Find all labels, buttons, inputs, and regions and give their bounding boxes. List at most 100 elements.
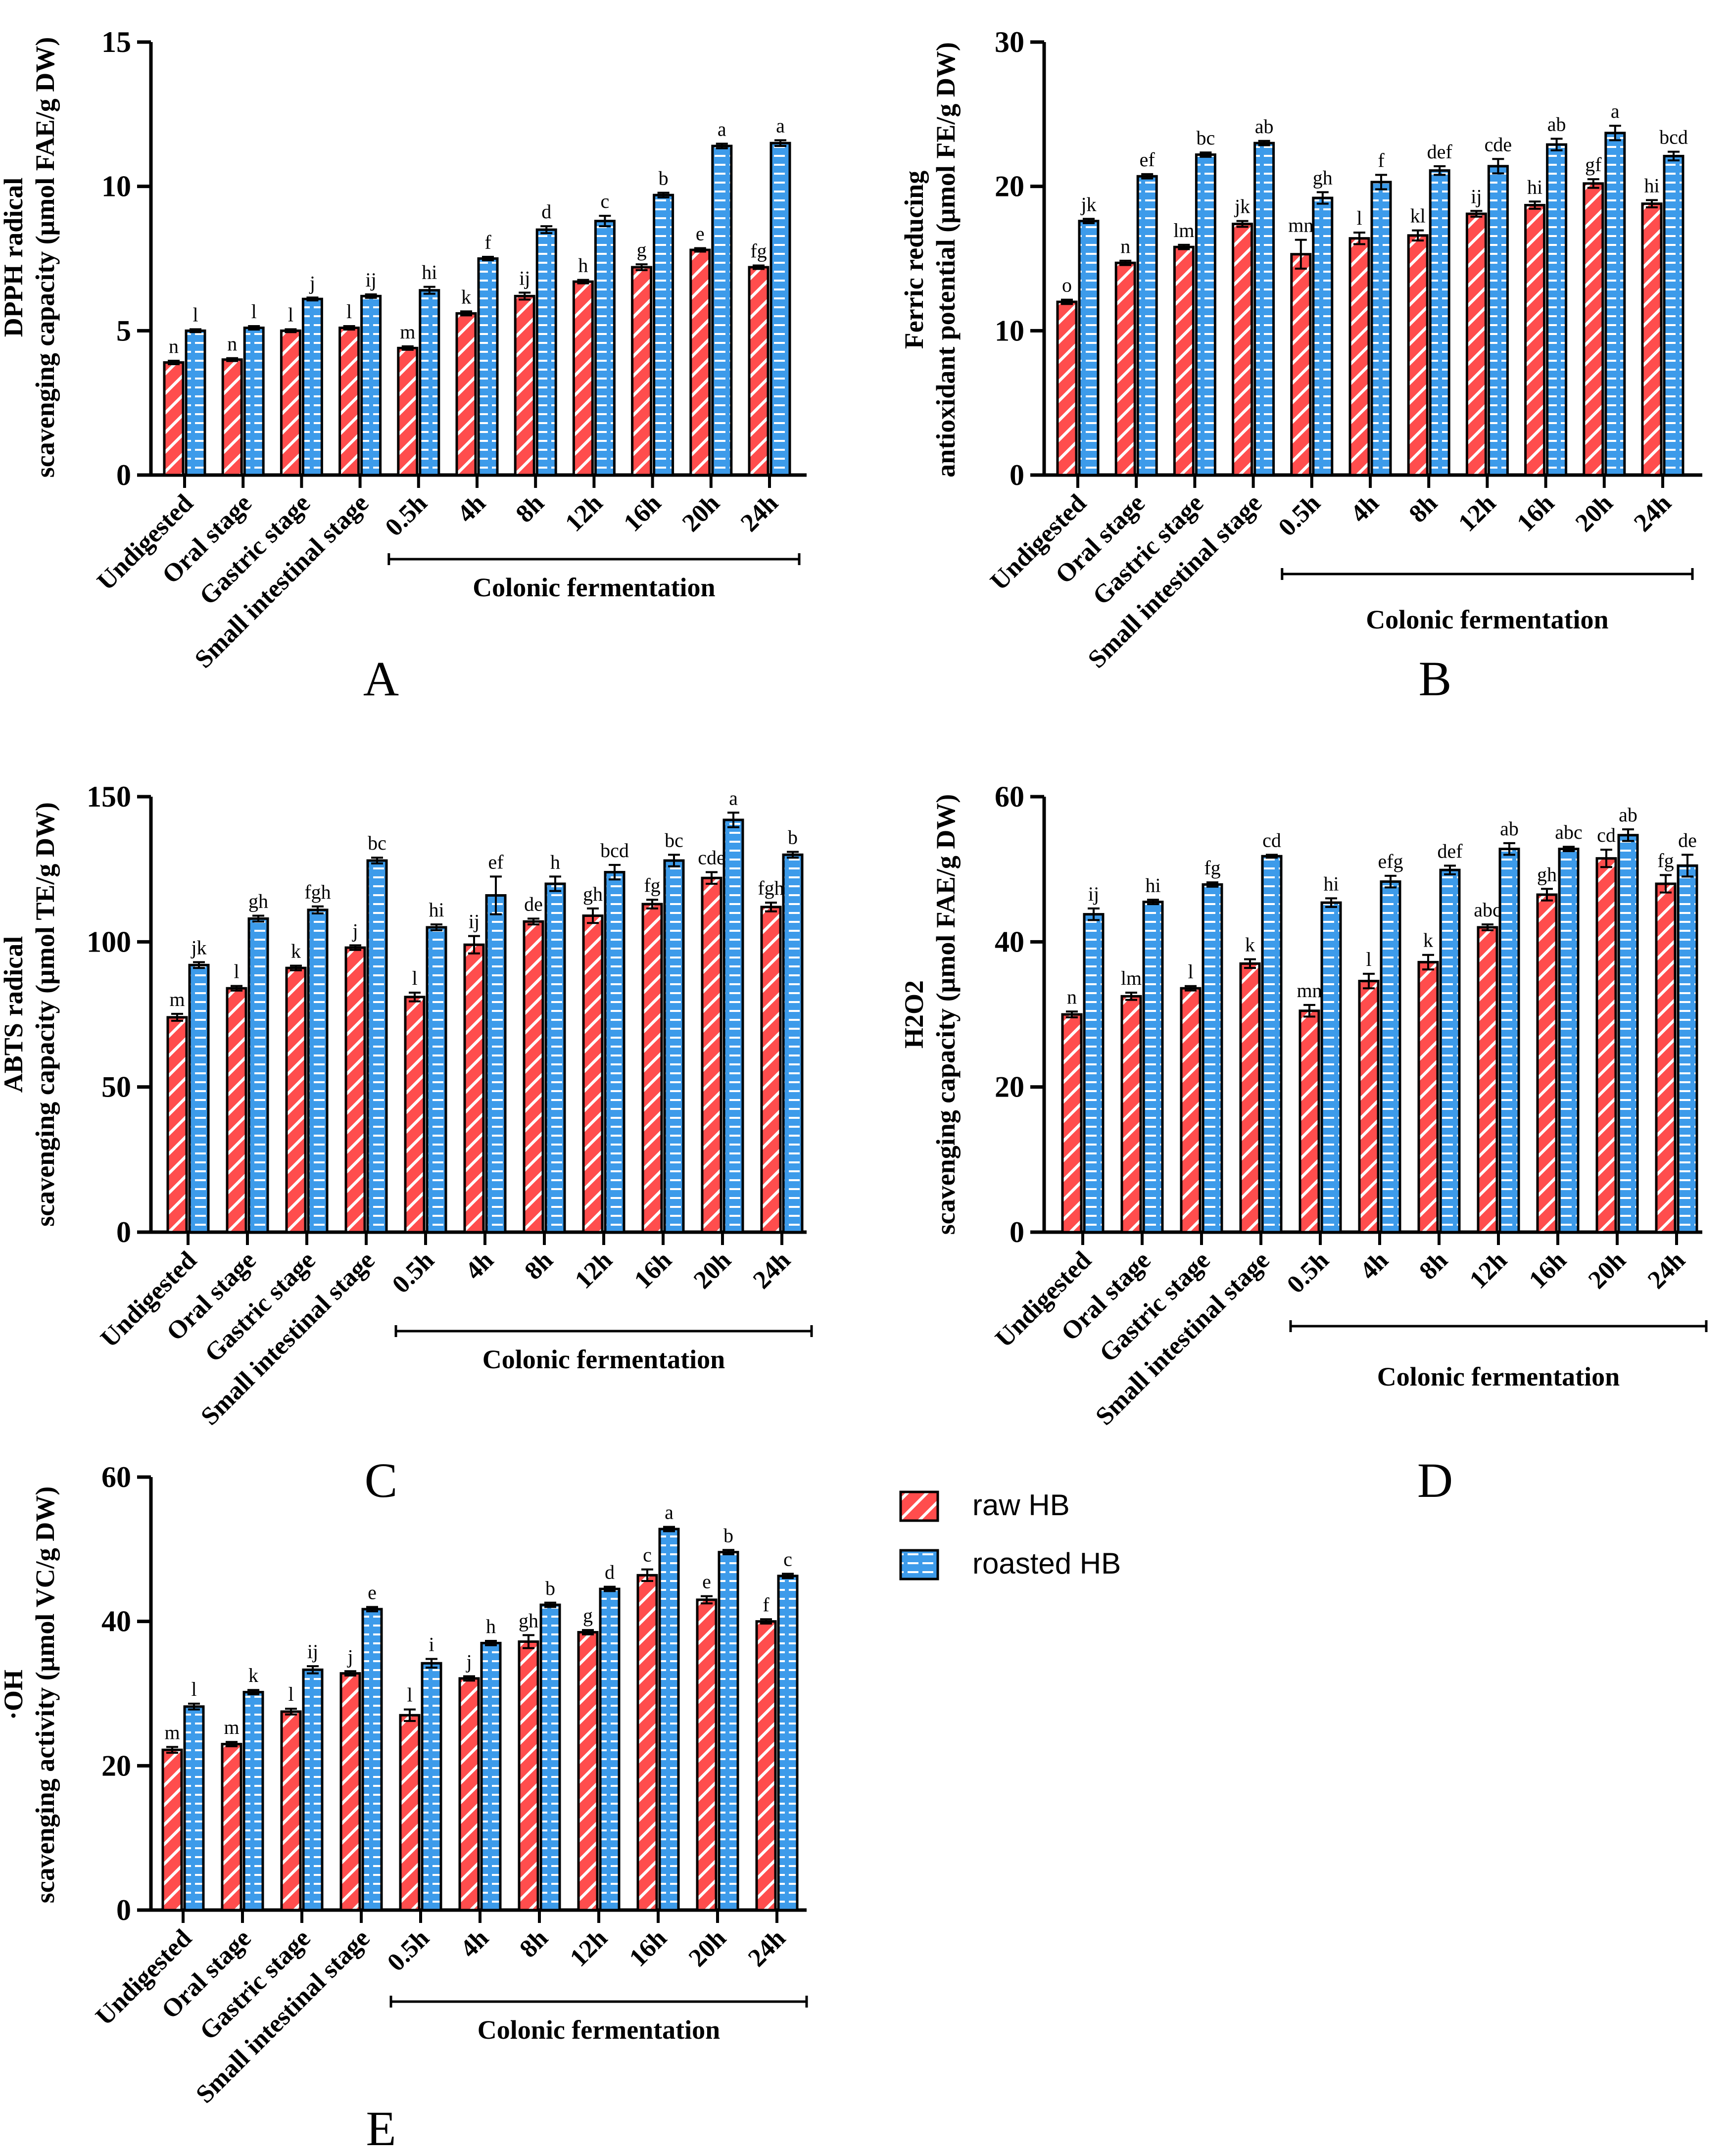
bar-roasted-9 (1617, 834, 1639, 1234)
bar-roasted-10 (782, 853, 804, 1234)
bar-roasted-9 (1604, 132, 1626, 477)
bar-raw-5 (458, 1677, 480, 1912)
group-label: Colonic fermentation (482, 1344, 725, 1374)
bar-raw-6 (1407, 234, 1429, 477)
bar-roasted-4 (1312, 196, 1334, 477)
chart-panel-d: 0 20 40 60 H2O2scavenging capacity (μmol FAE… (899, 780, 1708, 1508)
bar-roasted-9 (718, 1551, 739, 1912)
panel-label: E (366, 2101, 396, 2156)
bar-roasted-3 (361, 1608, 383, 1912)
significance-letter: ab (1255, 115, 1274, 138)
significance-letter: h (486, 1615, 496, 1637)
y-axis-label-line: antioxidant potential (μmol FE/g DW) (931, 42, 961, 478)
significance-letter: j (465, 1651, 472, 1673)
significance-letter: ab (1547, 113, 1566, 135)
y-tick-label: 15 (101, 26, 131, 58)
bar-raw-9 (689, 248, 711, 477)
bar-roasted-2 (301, 297, 323, 477)
significance-letter: k (1245, 934, 1255, 956)
bar-roasted-10 (777, 1575, 799, 1912)
bar-roasted-2 (1195, 153, 1216, 477)
bar-roasted-1 (1136, 175, 1158, 477)
significance-letter: lm (1121, 967, 1142, 989)
bar-raw-3 (338, 327, 360, 477)
y-axis-label-line: scavenging capacity (μmol FAE/g DW) (30, 37, 60, 478)
significance-letter: hi (1644, 174, 1659, 196)
x-tick-label: 0.5h (1282, 1246, 1335, 1299)
significance-letter: fg (1657, 849, 1674, 871)
significance-letter: gh (583, 883, 603, 905)
x-tick-label: 20h (688, 1246, 737, 1294)
y-tick-label: 20 (101, 1749, 131, 1782)
x-tick-label: 0.5h (1273, 489, 1326, 542)
bar-roasted-2 (1202, 883, 1223, 1234)
y-axis-label: H2O2scavenging capacity (μmol FAE/g DW) (899, 794, 961, 1235)
significance-letter: hi (1323, 872, 1339, 895)
significance-letter: l (407, 1684, 412, 1706)
significance-letter: i (429, 1633, 434, 1656)
significance-letter: fg (1204, 857, 1220, 879)
legend-label-raw: raw HB (972, 1488, 1070, 1522)
y-tick-label: 60 (101, 1461, 131, 1493)
y-axis-label-line: scavenging capacity (μmol TE/g DW) (30, 802, 60, 1227)
bar-raw-0 (166, 1016, 188, 1234)
bar-roasted-0 (1083, 913, 1105, 1234)
bar-roasted-5 (1380, 880, 1401, 1234)
legend-swatch-raw (899, 1490, 939, 1522)
significance-letter: cde (698, 847, 725, 869)
y-tick-label: 150 (87, 780, 131, 813)
significance-letter: ef (488, 851, 504, 873)
bar-roasted-7 (1498, 848, 1520, 1234)
significance-letter: n (1067, 986, 1077, 1008)
significance-letter: f (763, 1593, 770, 1616)
chart-panel-c: 0 50 100 150 ABTS radicalscavenging capacity… (0, 780, 813, 1508)
significance-letter: l (346, 300, 352, 323)
legend-swatch-roasted (899, 1549, 939, 1581)
bar-raw-2 (285, 966, 307, 1234)
y-tick-label: 10 (995, 314, 1024, 347)
significance-letter: d (605, 1561, 615, 1583)
chart-panel-b: 0 10 20 30 Ferric reducingantioxidant potent… (899, 26, 1702, 706)
bar-raw-0 (161, 1748, 183, 1912)
significance-letter: fg (644, 874, 660, 896)
x-tick-label: 0.5h (380, 489, 433, 542)
y-tick-label: 40 (995, 925, 1024, 958)
x-tick-label: 20h (1583, 1246, 1632, 1294)
significance-letter: l (234, 960, 239, 983)
significance-letter: b (545, 1577, 555, 1599)
significance-letter: bc (665, 829, 683, 851)
bar-roasted-8 (653, 193, 674, 477)
significance-letter: jk (1234, 195, 1250, 218)
significance-letter: k (1423, 929, 1433, 952)
significance-letter: f (1378, 149, 1385, 171)
x-tick-label: 12h (1464, 1246, 1513, 1294)
significance-letter: jk (1080, 193, 1096, 215)
x-tick-label: 24h (735, 489, 784, 537)
significance-letter: de (524, 893, 543, 915)
y-tick-label: 0 (1010, 1216, 1024, 1248)
significance-letter: ij (365, 269, 376, 291)
significance-letter: bcd (1659, 126, 1688, 148)
bar-raw-8 (641, 903, 663, 1234)
y-axis-label-line: Ferric reducing (899, 171, 929, 349)
bar-roasted-0 (188, 963, 210, 1234)
y-axis-label-line: DPPH radical (0, 178, 28, 337)
y-axis-label-line: H2O2 (899, 980, 929, 1049)
x-tick-label: 24h (743, 1924, 791, 1972)
legend-item-roasted: roasted HB (899, 1547, 1121, 1581)
bar-roasted-10 (770, 142, 791, 477)
x-tick-label: 24h (1629, 489, 1677, 537)
y-tick-label: 0 (116, 1216, 131, 1248)
bar-raw-1 (1114, 261, 1136, 477)
x-tick-label: 8h (511, 489, 550, 528)
bar-roasted-8 (1558, 848, 1580, 1234)
bar-raw-2 (280, 1710, 302, 1912)
bar-roasted-4 (419, 289, 440, 477)
x-tick-label: 20h (677, 489, 725, 537)
y-tick-label: 60 (995, 780, 1024, 813)
significance-letter: a (729, 787, 738, 809)
bar-raw-9 (1595, 857, 1617, 1234)
bar-roasted-0 (183, 1705, 205, 1912)
x-tick-label: 24h (748, 1246, 796, 1294)
